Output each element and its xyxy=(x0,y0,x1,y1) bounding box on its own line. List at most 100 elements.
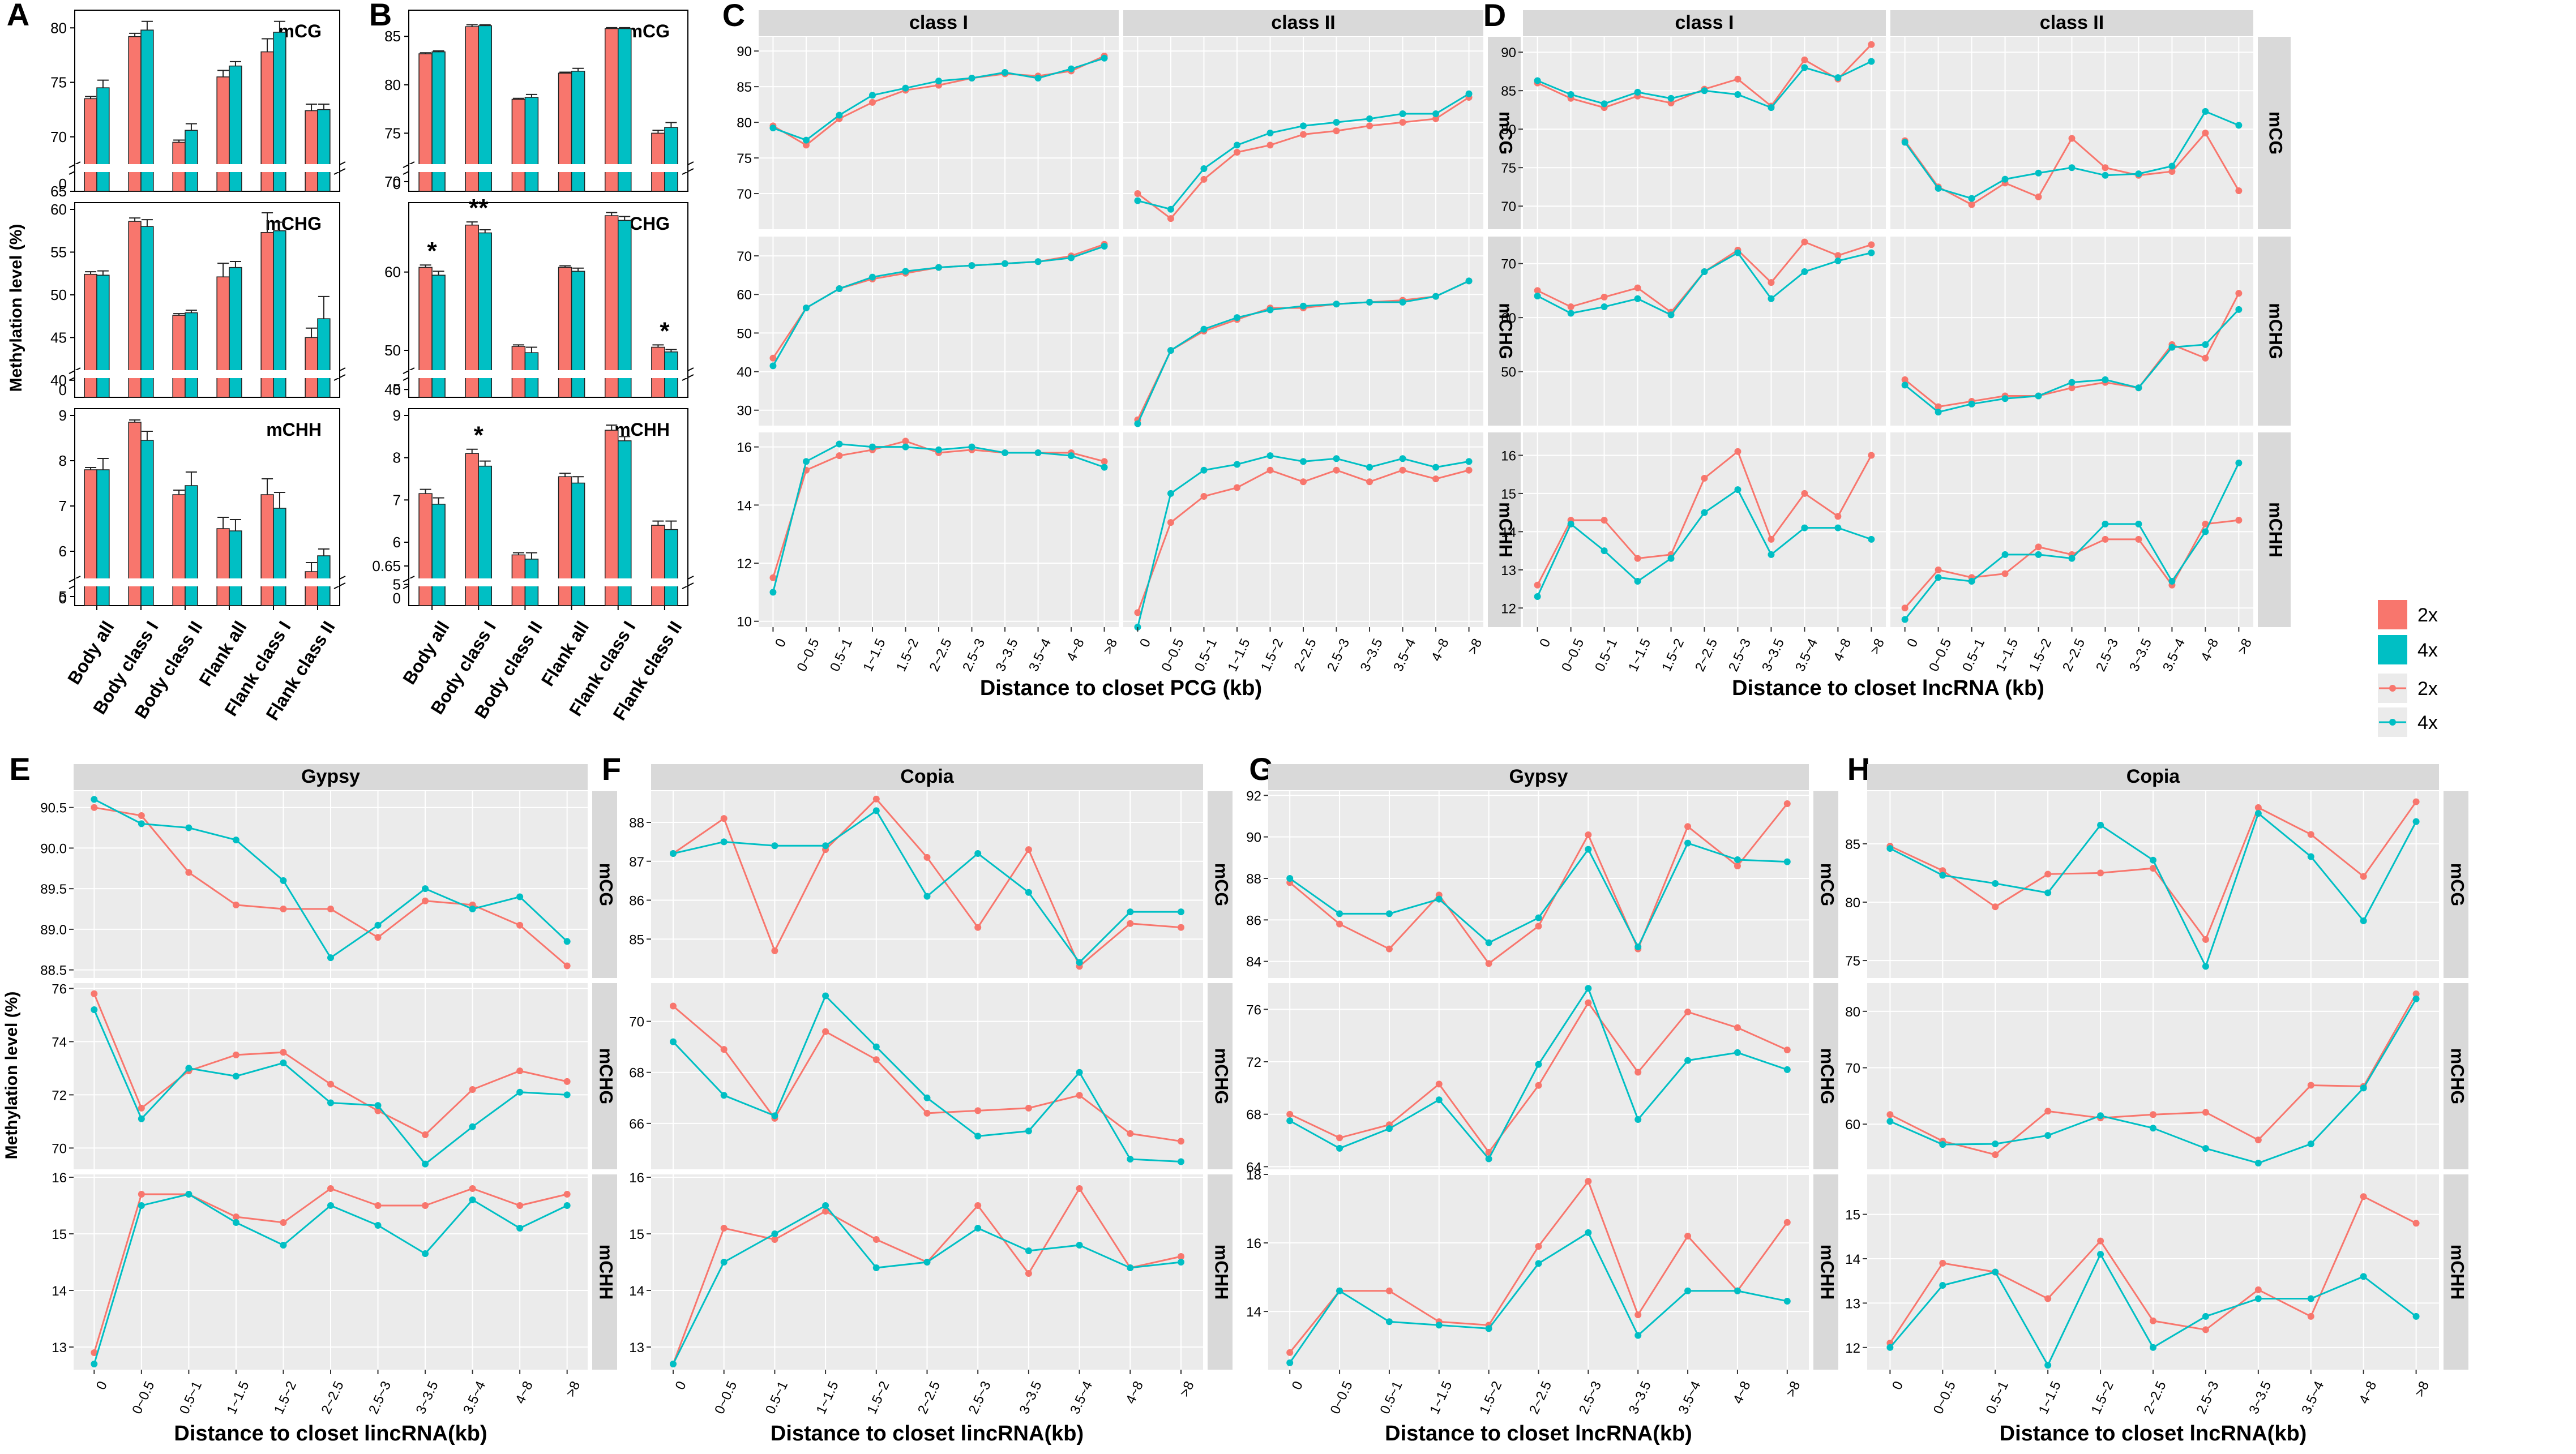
data-point-4x xyxy=(1585,846,1592,853)
data-point-2x xyxy=(1432,475,1440,483)
y-tick-label: 85 xyxy=(1501,84,1516,99)
data-point-2x xyxy=(1336,920,1343,928)
data-point-4x xyxy=(1127,908,1134,916)
y-tick-label: 14 xyxy=(1845,1252,1860,1267)
row-strip-label: mCHH xyxy=(596,1245,617,1300)
data-point-2x xyxy=(771,947,778,954)
data-point-4x xyxy=(327,1099,334,1106)
y-tick-label-zero: 0 xyxy=(59,590,67,607)
bar-4x xyxy=(431,504,446,606)
data-point-4x xyxy=(771,842,778,850)
data-point-2x xyxy=(2035,543,2042,551)
data-point-4x xyxy=(1076,1069,1083,1076)
y-tick-label: 90 xyxy=(1501,45,1516,61)
data-point-2x xyxy=(1178,1138,1184,1145)
y-tick-label: 7 xyxy=(393,491,401,508)
facet-frame xyxy=(74,408,340,606)
data-point-4x xyxy=(1968,400,1975,408)
data-point-4x xyxy=(802,458,810,465)
data-point-4x xyxy=(2202,341,2209,348)
y-tick-label: 6 xyxy=(393,534,401,551)
data-point-4x xyxy=(1768,104,1775,111)
data-point-4x xyxy=(2202,963,2209,970)
y-tick-label: 5 xyxy=(393,576,401,593)
data-point-2x xyxy=(516,1202,524,1209)
x-tick-label: 0 xyxy=(673,1379,690,1392)
data-point-2x xyxy=(280,906,287,913)
y-tick-label: 80 xyxy=(50,19,67,36)
data-point-4x xyxy=(868,443,876,451)
x-tick-label: 1~1.5 xyxy=(1225,636,1253,674)
data-point-4x xyxy=(2307,853,2314,860)
facet-strip xyxy=(759,10,1119,36)
panel-label-C: C xyxy=(722,0,745,33)
bar-4x xyxy=(229,65,242,192)
facet-strip-label: class I xyxy=(1675,12,1734,33)
data-point-2x xyxy=(1585,999,1592,1006)
data-point-4x xyxy=(872,807,880,814)
x-tick-label: 2~2.5 xyxy=(2060,636,2088,674)
x-tick-label: 2.5~3 xyxy=(1324,636,1353,674)
data-point-2x xyxy=(1834,513,1842,520)
data-point-4x xyxy=(1101,464,1108,471)
axis-break-mark xyxy=(333,374,346,381)
y-tick-label: 89.0 xyxy=(40,923,67,938)
data-point-2x xyxy=(720,815,728,822)
data-point-4x xyxy=(1534,292,1541,299)
data-point-4x xyxy=(138,1115,145,1122)
data-point-2x xyxy=(1601,293,1608,301)
bar-4x xyxy=(571,271,585,398)
facet-strip xyxy=(1123,10,1483,36)
data-point-4x xyxy=(968,443,975,451)
data-point-4x xyxy=(1485,939,1492,946)
data-point-4x xyxy=(1901,381,1909,389)
facet-frame xyxy=(408,408,688,606)
facet-strip xyxy=(1867,764,2439,790)
data-point-4x xyxy=(1634,88,1641,96)
data-point-2x xyxy=(1076,1185,1083,1192)
data-point-4x xyxy=(1935,409,1942,416)
data-point-4x xyxy=(185,1191,192,1198)
data-point-2x xyxy=(1385,1287,1393,1294)
data-point-4x xyxy=(1266,306,1274,314)
panel-label-F: F xyxy=(602,751,621,787)
data-point-4x xyxy=(1567,91,1574,98)
row-strip xyxy=(2258,37,2291,229)
data-point-4x xyxy=(1868,58,1875,65)
data-point-4x xyxy=(1834,257,1842,264)
legend-label-4x: 4x xyxy=(2417,640,2438,661)
y-tick-label: 15 xyxy=(1501,487,1516,502)
data-point-2x xyxy=(1465,466,1473,474)
y-tick-label: 65 xyxy=(50,183,67,200)
data-point-4x xyxy=(1167,205,1174,213)
data-point-4x xyxy=(1868,249,1875,256)
bar-4x xyxy=(317,109,331,192)
x-tick-label: 0.5~1 xyxy=(1983,1379,2012,1416)
x-tick-label: 1~1.5 xyxy=(860,636,888,674)
y-tick-label: 70 xyxy=(384,173,401,190)
y-tick-label: 16 xyxy=(629,1170,644,1186)
data-point-2x xyxy=(1634,1069,1642,1076)
data-point-2x xyxy=(2307,1313,2314,1320)
facet-label: mCG xyxy=(627,21,670,41)
data-point-4x xyxy=(1432,293,1440,300)
data-point-4x xyxy=(2150,1125,2156,1132)
row-strip xyxy=(2444,1174,2468,1370)
data-point-2x xyxy=(2102,164,2109,171)
data-point-4x xyxy=(91,796,98,803)
data-point-4x xyxy=(2102,520,2109,527)
data-point-4x xyxy=(2360,917,2367,924)
data-point-4x xyxy=(1333,119,1340,126)
data-point-2x xyxy=(1233,149,1240,156)
data-point-2x xyxy=(974,1202,982,1209)
bar-2x xyxy=(651,132,665,192)
data-point-4x xyxy=(469,906,476,913)
data-point-4x xyxy=(280,1242,287,1249)
axis-break-band xyxy=(409,370,687,378)
data-point-4x xyxy=(1734,249,1741,256)
data-point-4x xyxy=(1435,1322,1443,1329)
row-strip-label: mCHG xyxy=(2447,1048,2468,1105)
row-strip-label: mCG xyxy=(596,863,617,906)
bar-4x xyxy=(229,530,242,606)
data-point-4x xyxy=(1178,1158,1184,1165)
